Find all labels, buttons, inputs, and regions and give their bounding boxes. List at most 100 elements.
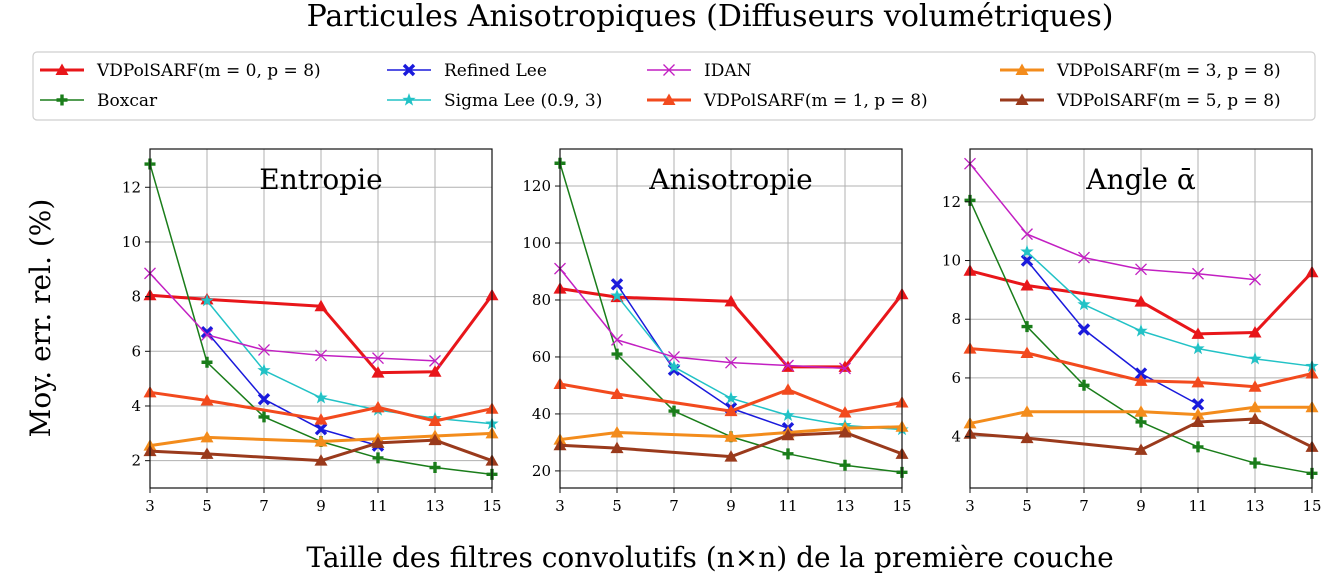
panel-anisotropie: 3 5 7 9 11 13 15 20 40 60 80 100 120 Anisotropie: [522, 148, 912, 515]
series-line: [149, 293, 494, 375]
panel-title: Entropie: [259, 163, 382, 196]
legend-marker: [56, 94, 68, 106]
y-tick-label: 100: [522, 234, 551, 252]
data-point: [201, 356, 213, 368]
series-line: [969, 347, 1313, 389]
y-tick-label: 4: [951, 428, 961, 446]
data-point: [257, 363, 271, 377]
data-point: [1078, 251, 1090, 264]
data-point: [1020, 244, 1034, 258]
x-tick-label: 15: [482, 497, 501, 515]
data-point: [610, 278, 624, 291]
data-point: [1020, 346, 1034, 358]
y-tick-label: 6: [131, 342, 141, 360]
data-point: [724, 294, 738, 307]
ticks: 3 5 7 9 11 13 15 2 4 6 8 10 12: [122, 178, 502, 515]
y-tick-label: 12: [942, 193, 961, 211]
data-point: [314, 390, 328, 404]
data-point: [782, 359, 794, 372]
data-point: [668, 350, 680, 363]
data-point: [1134, 323, 1148, 337]
series-idan: [554, 262, 851, 375]
data-point: [611, 333, 623, 346]
series-line: [1026, 260, 1199, 406]
legend-label: Boxcar: [97, 91, 158, 111]
y-tick-label: 8: [131, 288, 141, 306]
legend: VDPolSARF(m = 0, p = 8) Boxcar Refined Lee…: [32, 51, 1316, 121]
data-point: [428, 414, 442, 427]
data-point: [838, 425, 852, 438]
y-tick-label: 20: [532, 462, 551, 480]
x-tick-label: 7: [259, 497, 269, 515]
series-vdpolsarf-m-1-p-8: [143, 385, 499, 427]
data-point: [1192, 267, 1204, 280]
y-tick-label: 4: [131, 397, 141, 415]
data-point: [1020, 431, 1034, 444]
x-tick-label: 13: [425, 497, 444, 515]
series-vdpolsarf-m-3-p-8: [963, 400, 1319, 429]
data-point: [1248, 380, 1262, 392]
x-tick-label: 13: [1245, 497, 1264, 515]
data-point: [1249, 273, 1261, 286]
data-point: [839, 459, 851, 471]
x-tick-label: 9: [726, 497, 736, 515]
data-point: [1249, 457, 1261, 469]
legend-marker: [663, 64, 675, 76]
series-line: [149, 272, 436, 362]
data-point: [611, 348, 623, 360]
x-tick-label: 11: [368, 497, 387, 515]
y-tick-label: 120: [522, 177, 551, 195]
data-point: [781, 383, 795, 395]
series-line: [969, 405, 1312, 425]
data-point: [610, 425, 624, 438]
series-line: [149, 390, 493, 423]
data-point: [1134, 367, 1148, 380]
data-point: [1191, 415, 1205, 427]
series-group: [553, 157, 909, 478]
legend-label: IDAN: [704, 61, 752, 81]
data-point: [781, 428, 795, 441]
data-point: [838, 360, 852, 372]
series-idan: [144, 267, 441, 367]
series-vdpolsarf-m-0-p-8: [143, 288, 499, 378]
data-point: [1191, 375, 1205, 388]
legend-entry-vdpolsarf-m-1-p-8: VDPolSARF(m = 1, p = 8): [647, 91, 928, 111]
data-point: [429, 354, 441, 367]
series-line: [559, 287, 904, 369]
series-line: [969, 417, 1313, 452]
y-tick-label: 2: [131, 452, 141, 470]
x-tick-label: 5: [1022, 497, 1032, 515]
data-point: [1192, 441, 1204, 453]
legend-entry-refined-lee: Refined Lee: [387, 61, 547, 81]
series-vdpolsarf-m-1-p-8: [963, 342, 1319, 392]
data-point: [200, 293, 214, 307]
legend-label: VDPolSARF(m = 1, p = 8): [703, 91, 928, 111]
panel-title: Angle ᾱ: [1085, 163, 1196, 196]
data-point: [724, 430, 738, 442]
x-tick-label: 9: [1136, 497, 1146, 515]
data-point: [314, 299, 328, 312]
y-axis-label: Moy. err. rel. (%): [24, 199, 57, 438]
series-idan: [964, 157, 1261, 286]
panel-entropie: 3 5 7 9 11 13 15 2 4 6 8 10 12 Entropie: [122, 148, 502, 515]
y-tick-label: 12: [122, 178, 141, 196]
data-point: [1134, 295, 1148, 307]
x-tick-label: 7: [1079, 497, 1089, 515]
series-refined-lee: [1020, 254, 1205, 411]
panels: 3 5 7 9 11 13 15 2 4 6 8 10 12 Entropie 3 5 7 9 11 13 15 20 40…: [122, 148, 1322, 515]
series-line: [559, 430, 903, 459]
legend-marker: [1015, 93, 1029, 105]
data-point: [1077, 323, 1091, 336]
series-line: [1026, 251, 1313, 367]
legend-label: VDPolSARF(m = 5, p = 8): [1056, 91, 1281, 111]
series-line: [616, 283, 789, 429]
data-point: [1134, 405, 1148, 417]
data-point: [1134, 443, 1148, 455]
data-point: [1134, 374, 1148, 386]
data-point: [201, 328, 213, 341]
data-point: [1248, 351, 1262, 365]
data-point: [610, 288, 624, 302]
series-boxcar: [964, 194, 1318, 479]
data-point: [1021, 321, 1033, 333]
